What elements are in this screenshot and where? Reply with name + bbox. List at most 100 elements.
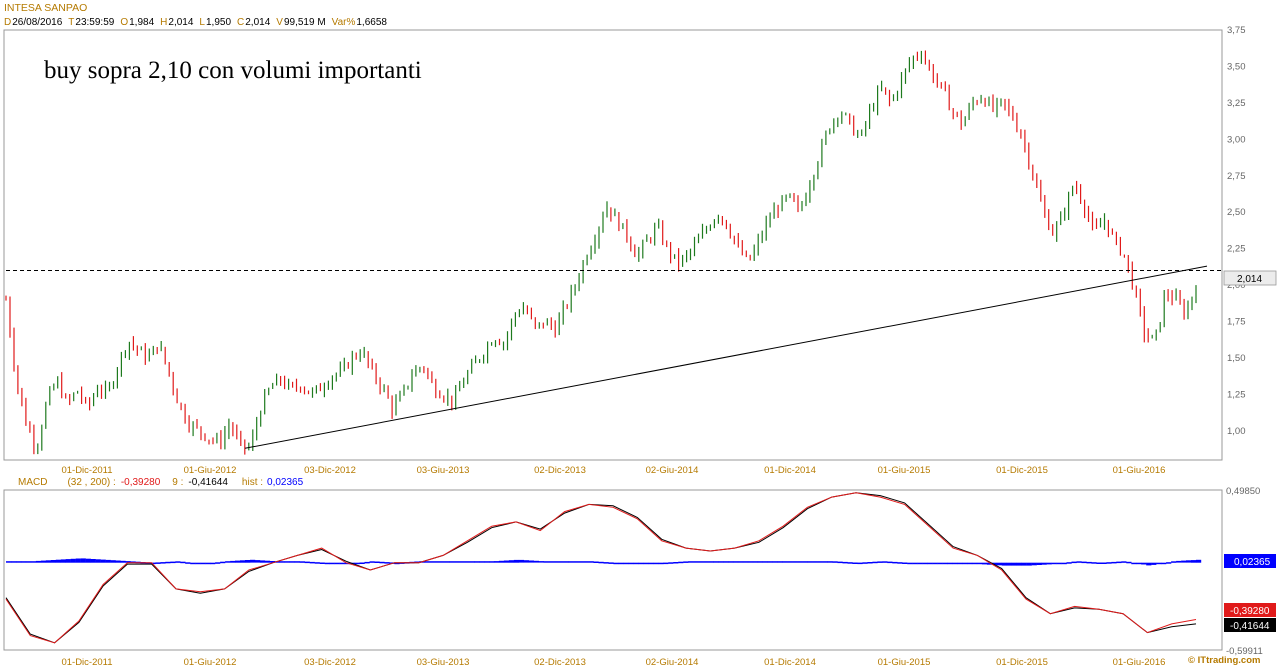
low-value: 1,950	[206, 17, 231, 28]
hist-bar	[737, 561, 744, 563]
hist-bar	[897, 562, 903, 564]
hist-bar	[284, 561, 290, 563]
hist-bar	[772, 561, 778, 563]
hist-bar	[309, 561, 315, 564]
hist-bar	[688, 561, 694, 563]
hist-bar	[1161, 562, 1167, 565]
hist-bar	[304, 561, 310, 564]
x-tick-label: 01-Dic-2011	[61, 465, 112, 476]
y-tick-label: 3,25	[1227, 98, 1246, 109]
x-tick-label: 01-Dic-2015	[996, 465, 1048, 476]
chart-title: INTESA SANPAO	[4, 2, 87, 14]
hist-bar	[479, 561, 485, 563]
macd-top-tick: 0,49850	[1226, 486, 1260, 497]
hist-bar	[723, 561, 729, 563]
x-tick-label: 01-Giu-2012	[184, 465, 237, 476]
hist-bar	[877, 561, 883, 563]
hist-bar	[210, 562, 216, 565]
hist-bar	[558, 561, 564, 563]
hist-bar	[508, 560, 515, 563]
hist-bar	[110, 560, 116, 563]
hist-bar	[1051, 562, 1057, 565]
date-key: D	[4, 17, 11, 28]
hist-bar	[115, 560, 121, 563]
hist-bar	[339, 562, 345, 565]
hist-bar	[932, 562, 938, 565]
hist-bar	[1061, 562, 1067, 565]
hist-bar	[80, 558, 86, 563]
x-tick-label: 01-Dic-2014	[764, 465, 816, 476]
hist-bar	[100, 559, 106, 563]
hist-bar	[294, 561, 300, 563]
hist-bar	[429, 561, 435, 563]
hist-bar	[1086, 561, 1092, 564]
y-tick-label: 1,50	[1227, 353, 1246, 364]
hist-bar	[60, 559, 66, 563]
hist-bar	[11, 561, 17, 563]
hist-bar	[1076, 561, 1082, 563]
hist-bar	[762, 561, 768, 563]
hist-bar	[125, 561, 131, 563]
hist-bar	[1091, 562, 1097, 564]
hist-bar	[225, 561, 231, 563]
hist-bar	[613, 562, 619, 565]
hist-bar	[1171, 561, 1177, 563]
macd-value: -0,39280	[121, 477, 161, 488]
hist-bar	[967, 562, 973, 565]
open-value: 1,984	[129, 17, 154, 28]
hist-bar	[952, 562, 958, 565]
hist-bar	[329, 562, 335, 565]
signal-badge-value: -0,41644	[1230, 621, 1270, 632]
hist-bar	[872, 561, 878, 564]
macd-bottom-tick: -0,59911	[1226, 646, 1263, 657]
macd-histogram	[6, 558, 1202, 566]
close-key: C	[237, 17, 244, 28]
hist-bar	[573, 561, 579, 563]
hist-bar	[922, 562, 928, 565]
price-series	[5, 50, 1197, 455]
hist-bar	[927, 562, 933, 565]
hist-bar	[623, 562, 629, 565]
y-tick-label: 2,25	[1227, 244, 1246, 255]
hist-bar	[832, 561, 838, 563]
y-tick-label: 2,00	[1227, 280, 1246, 291]
hist-bar	[912, 562, 918, 565]
hist-bar	[334, 562, 340, 565]
macd-label: MACD	[18, 477, 47, 488]
x-tick-label: 01-Dic-2014	[764, 657, 816, 668]
y-tick-label: 3,50	[1227, 61, 1246, 72]
hist-bar	[25, 561, 32, 563]
hist-bar	[359, 562, 365, 564]
hist-bar	[1116, 561, 1122, 564]
y-tick-label: 3,00	[1227, 134, 1246, 145]
hist-bar	[190, 562, 196, 565]
price-y-axis: 1,00 1,25 1,50 1,75 2,00 2,25 2,50 2,75 3,00 3,25…	[1227, 25, 1246, 437]
hist-badge-value: 0,02365	[1234, 557, 1271, 568]
high-value: 2,014	[168, 17, 193, 28]
hist-badge	[1224, 554, 1276, 568]
hist-bar	[812, 561, 818, 563]
hist-bar	[638, 562, 644, 565]
hist-bar	[175, 561, 181, 563]
hist-bar	[892, 561, 898, 564]
hist-bar	[917, 562, 923, 565]
hist-bar	[1126, 561, 1132, 564]
hist-bar	[1016, 562, 1022, 566]
hist-bar	[862, 562, 868, 564]
hist-bar	[1141, 562, 1147, 565]
hist-bar	[1186, 560, 1192, 563]
hist-bar	[264, 560, 271, 563]
hist-bar	[1031, 562, 1037, 566]
hist-bar	[1146, 562, 1152, 566]
hist-bar	[16, 561, 22, 563]
x-tick-label: 01-Giu-2015	[878, 465, 931, 476]
hist-bar	[1106, 562, 1112, 564]
hist-bar	[200, 562, 206, 565]
hist-bar	[528, 560, 534, 563]
y-tick-label: 2,75	[1227, 171, 1246, 182]
low-key: L	[199, 17, 205, 28]
hist-bar	[489, 561, 495, 563]
hist-bar	[523, 560, 529, 563]
hist-bar	[742, 561, 749, 563]
